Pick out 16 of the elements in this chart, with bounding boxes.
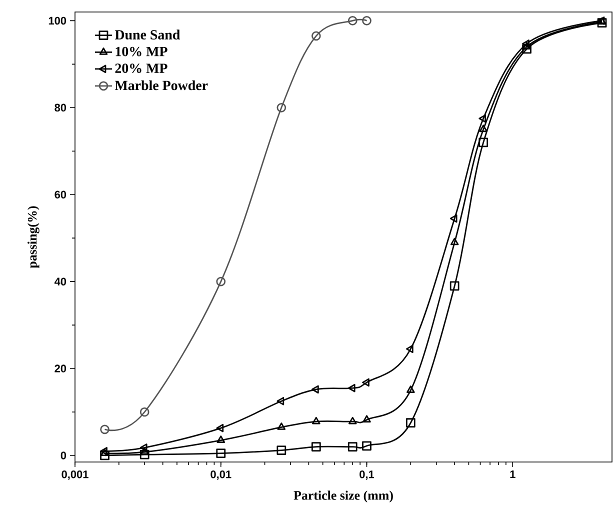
x-tick-label: 0,01 [210,470,232,480]
y-tick-label: 60 [54,190,66,198]
legend-label: 10% MP [116,46,168,56]
y-axis-title: passing(%) [28,206,40,268]
legend-label: 20% MP [115,64,168,74]
x-tick-label: 0,001 [62,470,88,480]
y-tick-label: 0 [60,452,66,460]
legend-label: Dune Sand [114,30,180,40]
legend-label: Marble Powder [114,80,208,90]
y-tick-label: 80 [54,104,66,112]
x-axis-title: Particle size (mm) [294,490,393,502]
y-tick-label: 100 [48,16,66,25]
x-tick-label: 1 [510,470,516,478]
y-tick-label: 20 [54,364,66,372]
y-tick-label: 40 [54,278,66,286]
x-tick-label: 0,1 [360,470,374,480]
